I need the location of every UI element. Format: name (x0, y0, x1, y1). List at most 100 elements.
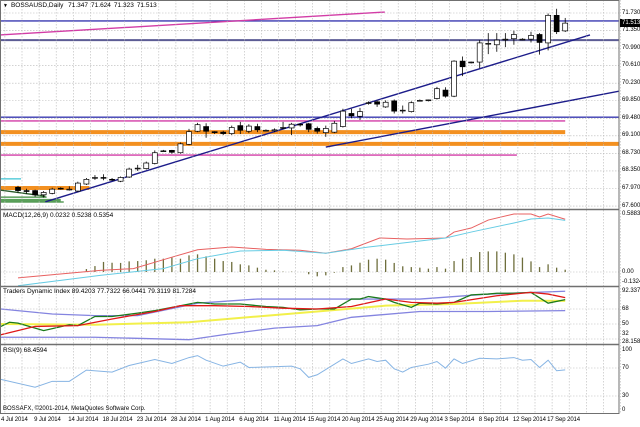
candle (83, 177, 90, 185)
candle (23, 188, 30, 194)
tdi-label: Traders Dynamic Index 89.4203 77.7322 66… (3, 288, 196, 295)
candle (160, 149, 167, 153)
time-axis-label: 23 Jul 2014 (136, 417, 167, 423)
candle (211, 131, 218, 135)
candle-body (32, 190, 38, 196)
candle (92, 175, 98, 180)
tdi-market-base-line (0, 299, 566, 326)
candle-body (40, 192, 47, 196)
candle-body (536, 34, 543, 43)
candle (126, 167, 133, 178)
candle (237, 121, 244, 135)
tdi-axis-label: 32 (622, 331, 629, 337)
price-axis-label: 70.990 (622, 44, 640, 51)
price-axis-label: 67.600 (622, 202, 640, 209)
candle-body (374, 101, 380, 105)
candle-body (169, 150, 175, 153)
candle-body (151, 152, 158, 164)
time-axis-label: 29 Aug 2014 (410, 417, 443, 423)
candle-body (57, 187, 64, 190)
time-axis-label: 12 Sep 2014 (512, 417, 546, 423)
candle-body (49, 188, 56, 194)
candle (228, 125, 235, 135)
low-value: 71.323 (113, 2, 134, 9)
candle (408, 101, 415, 113)
candle (434, 86, 440, 100)
candle (493, 33, 500, 52)
candle-body (528, 35, 534, 40)
price-axis-label: 69.100 (622, 132, 640, 139)
candle (134, 164, 141, 171)
candle (263, 129, 269, 132)
candle (314, 126, 321, 134)
candle-body (451, 60, 457, 97)
candle (425, 99, 432, 102)
candle-body (177, 143, 184, 154)
time-axis-label: 4 Jul 2014 (1, 417, 28, 423)
candle-body (382, 101, 389, 108)
rsi-label: RSI(9) 68.4594 (3, 347, 48, 354)
rsi-axis-label: 30 (622, 392, 629, 399)
time-axis-label: 28 Jul 2014 (170, 417, 201, 423)
candle (305, 122, 312, 133)
candle-body (468, 61, 474, 64)
candle-body (228, 127, 235, 134)
candle (177, 142, 184, 154)
candle (40, 191, 47, 198)
candle (254, 123, 261, 133)
rsi-pane (0, 355, 619, 397)
main-pane (0, 8, 619, 207)
candle-body (92, 177, 98, 179)
tdi-axis-label: 28.1587 (622, 339, 640, 345)
rsi-axis-label: 100 (622, 346, 633, 353)
candle-body (66, 188, 73, 191)
tdi-axis-label: 68 (622, 305, 629, 312)
trendline (325, 90, 619, 148)
candle-body (340, 110, 346, 127)
price-axis-label: 69.850 (622, 97, 640, 104)
price-axis-label: 71.350 (622, 27, 640, 34)
candle-body (109, 179, 115, 181)
candle (442, 87, 449, 98)
candle (451, 60, 457, 98)
candle (511, 30, 517, 45)
candle (74, 181, 81, 192)
candle-body (203, 126, 209, 132)
candle-body (493, 39, 500, 46)
candle-body (502, 38, 509, 41)
time-axis-label: 18 Jul 2014 (102, 417, 133, 423)
high-value: 71.624 (91, 2, 111, 9)
candle-body (476, 42, 483, 63)
candle (417, 99, 423, 102)
candle (468, 61, 474, 64)
copyright-text: BOSSAFX, ©2001-2014, MetaQuotes Software… (3, 406, 146, 412)
rsi-line (0, 355, 566, 388)
candle (382, 100, 389, 108)
candle (357, 107, 363, 121)
candle-body (246, 125, 252, 132)
price-axis-label: 71.730 (622, 9, 640, 16)
trendline (45, 34, 591, 203)
candle (502, 33, 509, 48)
close-value: 71.513 (136, 2, 157, 9)
candle (109, 177, 115, 181)
current-price-badge: 71.513 (620, 19, 640, 27)
symbol-label: BOSSAUSD,Daily (10, 2, 64, 9)
triangle-down-icon[interactable]: ▼ (3, 3, 8, 9)
candle-body (263, 129, 269, 132)
price-axis-label: 67.970 (622, 185, 640, 191)
tdi-signal-line (0, 291, 566, 336)
tdi-lower-band (0, 309, 566, 341)
macd-main-line (17, 217, 566, 286)
candle (32, 189, 38, 197)
candle (186, 128, 192, 146)
time-axis-label: 1 Aug 2014 (205, 417, 235, 423)
candle (562, 17, 569, 33)
candle-body (74, 182, 81, 192)
macd-axis-label: -0.1324 (622, 278, 640, 285)
candle (374, 100, 380, 107)
price-axis-label: 70.610 (622, 62, 640, 69)
time-axis-label: 11 Aug 2014 (273, 417, 306, 423)
time-axis-label: 9 Jul 2014 (34, 417, 61, 423)
